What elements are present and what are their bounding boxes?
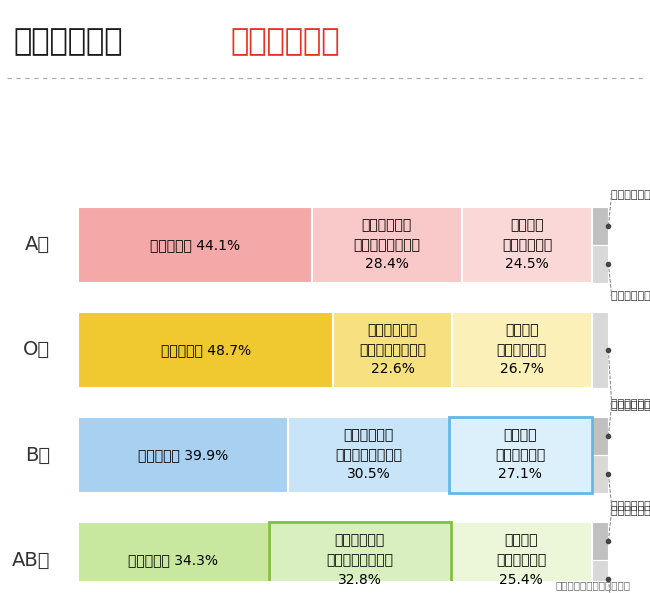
Text: 逆に意地悪をしてしまう 1.7%: 逆に意地悪をしてしまう 1.7%: [611, 400, 650, 410]
Bar: [78, 522, 268, 593]
Bar: [78, 312, 333, 388]
Text: 相手も自分に
好意があれば示す
30.5%: 相手も自分に 好意があれば示す 30.5%: [335, 429, 402, 482]
Text: 相手との
関係性による
24.5%: 相手との 関係性による 24.5%: [502, 218, 552, 271]
Text: A型: A型: [25, 235, 51, 254]
Text: 逆に意地悪をしてしまう 2.0%: 逆に意地悪をしてしまう 2.0%: [611, 189, 650, 199]
Text: 好意を示さない 1.0%: 好意を示さない 1.0%: [611, 290, 650, 300]
Bar: [452, 312, 592, 388]
Text: O型: O型: [23, 340, 51, 359]
Text: 好意を示す 48.7%: 好意を示す 48.7%: [161, 343, 251, 357]
Text: 相手との
関係性による
27.1%: 相手との 関係性による 27.1%: [495, 429, 545, 482]
Text: 好意を示す？: 好意を示す？: [231, 27, 340, 56]
Bar: [450, 522, 592, 593]
Bar: [592, 417, 608, 455]
Bar: [592, 560, 608, 593]
Bar: [592, 207, 608, 245]
Bar: [268, 522, 450, 593]
Text: AB型: AB型: [12, 551, 51, 570]
Bar: [592, 245, 608, 283]
Text: 好きな女性に: 好きな女性に: [13, 27, 122, 56]
Bar: [592, 455, 608, 493]
Text: 好意を示さない 2.0%: 好意を示さない 2.0%: [611, 398, 650, 409]
Text: 相手との
関係性による
25.4%: 相手との 関係性による 25.4%: [496, 534, 547, 586]
Text: B型: B型: [25, 445, 51, 464]
Bar: [592, 312, 608, 388]
Bar: [592, 522, 608, 560]
Bar: [288, 417, 449, 493]
Text: 相手も自分に
好意があれば示す
22.6%: 相手も自分に 好意があれば示す 22.6%: [359, 323, 426, 377]
Text: 相手も自分に
好意があれば示す
32.8%: 相手も自分に 好意があれば示す 32.8%: [326, 534, 393, 586]
Bar: [449, 417, 592, 493]
Text: 好意を示さない 0.8%: 好意を示さない 0.8%: [611, 500, 650, 511]
Text: マッチングアプリ大学調べ: マッチングアプリ大学調べ: [556, 580, 630, 590]
Text: 好意を示す 34.3%: 好意を示す 34.3%: [128, 553, 218, 567]
Bar: [333, 312, 452, 388]
Bar: [78, 417, 288, 493]
Text: 逆に意地悪をしてしまう 3.0%: 逆に意地悪をしてしまう 3.0%: [611, 505, 650, 515]
Bar: [268, 522, 450, 593]
Bar: [449, 417, 592, 493]
Text: 相手も自分に
好意があれば示す
28.4%: 相手も自分に 好意があれば示す 28.4%: [354, 218, 421, 271]
Bar: [78, 207, 311, 283]
Bar: [462, 207, 592, 283]
Text: 相手との
関係性による
26.7%: 相手との 関係性による 26.7%: [497, 323, 547, 377]
Bar: [311, 207, 462, 283]
Text: 好意を示す 44.1%: 好意を示す 44.1%: [150, 238, 240, 252]
Text: 好意を示す 39.9%: 好意を示す 39.9%: [138, 448, 228, 462]
